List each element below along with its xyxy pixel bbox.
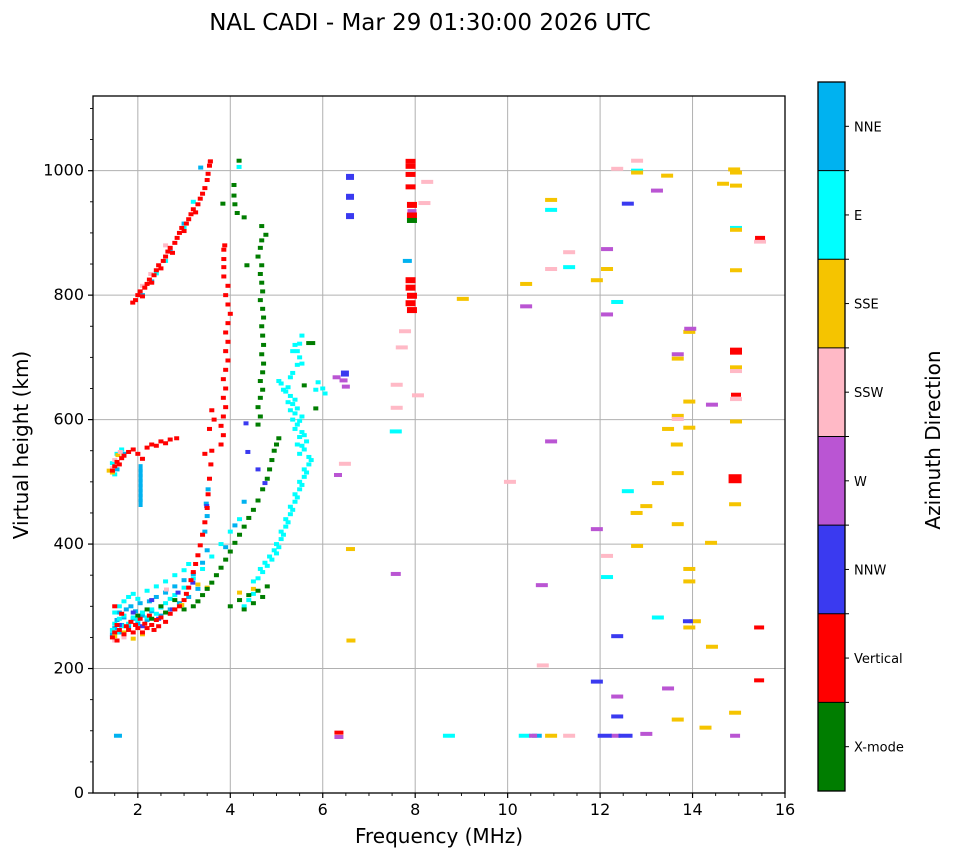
x-tick-label: 14 (682, 800, 702, 819)
colorbar-title: Azimuth Direction (921, 350, 945, 529)
y-tick-label: 800 (53, 285, 84, 304)
y-tick-label: 1000 (43, 161, 84, 180)
colorbar-label-W: W (854, 475, 867, 490)
colorbar-segment-NNE (818, 82, 845, 171)
x-tick-label: 10 (497, 800, 517, 819)
series-Vertical (109, 158, 766, 735)
colorbar-segment-E (818, 170, 845, 260)
x-axis-label: Frequency (MHz) (355, 824, 523, 848)
chart-title: NAL CADI - Mar 29 01:30:00 2026 UTC (209, 10, 651, 36)
y-tick-label: 600 (53, 410, 84, 429)
colorbar-segment-NNW (818, 525, 845, 614)
colorbar-label-X-mode: X-mode (854, 741, 904, 756)
colorbar-label-NNW: NNW (854, 563, 886, 578)
scatter-data (106, 158, 767, 739)
y-tick-label: 400 (53, 534, 84, 553)
series-E (109, 164, 743, 738)
colorbar-label-SSE: SSE (854, 298, 879, 313)
y-axis-label: Virtual height (km) (9, 351, 33, 540)
series-SSE (106, 167, 743, 738)
y-tick-label: 200 (53, 659, 84, 678)
axes-frame: 2 4 6 8 10 12 14 16 0 200 400 600 800 1000 (43, 95, 795, 819)
colorbar-segment-SSE (818, 259, 845, 348)
colorbar-segment-Vertical (818, 613, 845, 703)
colorbar-label-SSW: SSW (854, 386, 884, 401)
colorbar-segment-SSW (818, 347, 845, 437)
colorbar-segment-X-mode (818, 702, 845, 791)
series-SSW (109, 158, 767, 738)
colorbar-segment-W (818, 436, 845, 526)
series-X-mode (135, 158, 417, 621)
series-W (332, 188, 741, 739)
colorbar-label-Vertical: Vertical (854, 652, 903, 667)
x-tick-label: 2 (133, 800, 143, 819)
azimuth-colorbar: NNE E SSE SSW W NNW Vertical X-mode (817, 81, 904, 792)
colorbar-label-NNE: NNE (854, 120, 882, 135)
y-tick-label: 0 (74, 783, 84, 802)
x-tick-label: 16 (775, 800, 795, 819)
x-tick-label: 4 (225, 800, 235, 819)
x-tick-label: 12 (590, 800, 610, 819)
colorbar-label-E: E (854, 209, 862, 224)
x-tick-label: 8 (410, 800, 420, 819)
x-tick-label: 6 (318, 800, 328, 819)
grid-lines (93, 96, 786, 794)
